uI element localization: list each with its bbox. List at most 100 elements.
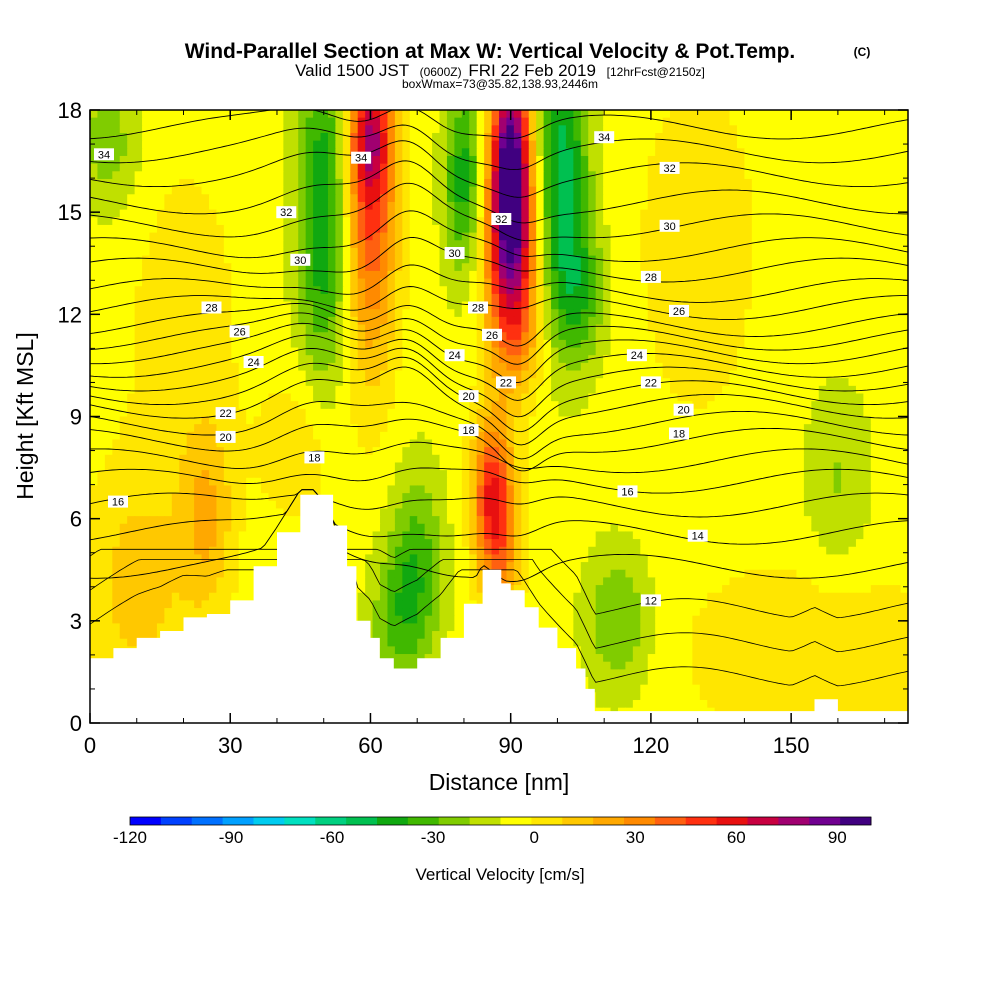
w-cell xyxy=(573,431,582,441)
w-cell xyxy=(699,255,708,264)
w-cell xyxy=(320,178,329,188)
w-cell xyxy=(610,339,619,349)
w-cell xyxy=(134,431,143,441)
w-cell xyxy=(714,117,723,126)
w-cell xyxy=(632,194,641,203)
w-cell xyxy=(647,286,656,295)
w-cell xyxy=(580,217,589,226)
w-cell xyxy=(528,178,537,188)
w-cell xyxy=(573,224,582,234)
w-cell xyxy=(476,416,485,425)
w-cell xyxy=(811,163,820,172)
w-cell xyxy=(305,416,314,425)
w-cell xyxy=(573,194,582,203)
w-cell xyxy=(848,110,857,119)
w-cell xyxy=(796,339,805,349)
w-cell xyxy=(647,362,656,372)
w-cell xyxy=(513,240,522,249)
w-cell xyxy=(736,385,745,395)
w-cell xyxy=(112,132,121,142)
w-cell xyxy=(603,431,612,441)
w-cell xyxy=(662,385,671,395)
w-cell xyxy=(305,201,314,211)
w-cell xyxy=(833,140,842,149)
w-cell xyxy=(335,309,344,318)
w-cell xyxy=(833,301,842,310)
w-cell xyxy=(461,171,470,180)
w-cell xyxy=(238,232,247,241)
w-cell xyxy=(736,309,745,318)
w-cell xyxy=(580,408,589,418)
w-cell xyxy=(424,370,433,379)
w-cell xyxy=(841,332,850,341)
w-cell xyxy=(863,217,872,226)
w-cell xyxy=(885,155,894,165)
w-cell xyxy=(119,347,128,356)
w-cell xyxy=(751,194,760,203)
w-cell xyxy=(603,186,612,195)
w-cell xyxy=(320,293,329,303)
w-cell xyxy=(855,416,864,425)
w-cell xyxy=(617,408,627,418)
w-cell xyxy=(238,224,247,234)
w-cell xyxy=(841,270,850,280)
w-cell xyxy=(707,117,716,126)
w-cell xyxy=(313,424,322,433)
w-cell xyxy=(744,224,753,234)
w-cell xyxy=(424,401,433,410)
w-cell xyxy=(729,217,738,226)
w-cell xyxy=(595,347,604,356)
w-cell xyxy=(803,148,812,157)
w-cell xyxy=(878,117,887,126)
w-cell xyxy=(699,385,708,395)
w-cell xyxy=(469,140,478,149)
w-cell xyxy=(179,240,188,249)
w-cell xyxy=(766,178,775,188)
w-cell xyxy=(878,232,887,241)
w-cell xyxy=(536,125,545,134)
w-cell xyxy=(104,385,113,395)
w-cell xyxy=(811,155,820,165)
w-cell xyxy=(342,332,351,341)
w-cell xyxy=(313,209,322,218)
w-cell xyxy=(112,293,121,303)
w-cell xyxy=(692,286,701,295)
w-cell xyxy=(253,393,262,402)
w-cell xyxy=(900,332,908,341)
w-cell xyxy=(365,293,374,303)
w-cell xyxy=(796,278,805,287)
w-cell xyxy=(863,263,872,272)
w-cell xyxy=(194,454,203,464)
w-cell xyxy=(677,125,686,134)
w-cell xyxy=(573,416,582,425)
w-cell xyxy=(900,132,908,142)
w-cell xyxy=(394,439,403,448)
w-cell xyxy=(201,347,210,356)
w-cell xyxy=(320,332,329,341)
w-cell xyxy=(327,178,336,188)
w-cell xyxy=(320,370,329,379)
w-cell xyxy=(476,393,485,402)
w-cell xyxy=(640,339,649,349)
w-cell xyxy=(342,301,351,310)
w-cell xyxy=(216,240,225,249)
w-cell xyxy=(476,270,485,280)
w-cell xyxy=(179,232,188,241)
w-cell xyxy=(759,263,768,272)
w-cell xyxy=(536,171,545,180)
w-cell xyxy=(112,117,121,126)
w-cell xyxy=(112,408,121,418)
w-cell xyxy=(863,316,872,326)
w-cell xyxy=(268,224,277,234)
w-cell xyxy=(699,224,708,234)
w-cell xyxy=(134,263,143,272)
w-cell xyxy=(863,370,872,379)
w-cell xyxy=(528,362,537,372)
w-cell xyxy=(543,117,552,126)
w-cell xyxy=(335,324,344,333)
w-cell xyxy=(885,385,894,395)
w-cell xyxy=(565,332,574,341)
w-cell xyxy=(246,140,255,149)
w-cell xyxy=(298,201,307,211)
w-cell xyxy=(647,301,656,310)
